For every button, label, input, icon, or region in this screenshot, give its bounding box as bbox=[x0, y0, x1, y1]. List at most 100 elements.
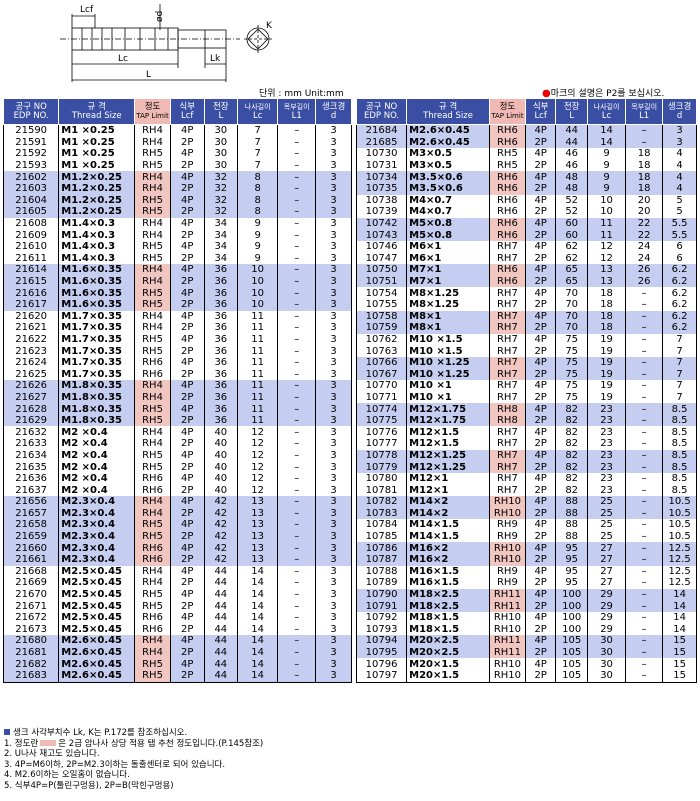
cell-lc: 14 bbox=[237, 669, 279, 683]
cell-len: 42 bbox=[203, 542, 239, 554]
cell-edp: 21621 bbox=[2, 322, 60, 334]
table-row: 21668 M2.5×0.45 RH4 4P 44 14–3 bbox=[2, 565, 352, 578]
cell-thread: M1.8×0.35 bbox=[58, 414, 136, 427]
cell-thread: M3×0.5 bbox=[406, 148, 490, 160]
cell-l1: – bbox=[277, 530, 317, 543]
cell-lim: RH7 bbox=[488, 287, 526, 299]
cell-l1: – bbox=[277, 194, 317, 207]
table-row: 10747 M6×1 RH7 2P 62 12 24 6 bbox=[355, 252, 697, 265]
cell-len: 70 bbox=[555, 298, 588, 311]
cell-len: 75 bbox=[555, 333, 588, 346]
cell-lim: RH6 bbox=[488, 229, 526, 241]
cell-edp: 21680 bbox=[2, 635, 60, 647]
table-row: 21633 M2 ×0.4 RH4 2P 40 12–3 bbox=[2, 438, 352, 450]
cell-lc: 18 bbox=[586, 310, 627, 323]
cell-type: 2P bbox=[524, 669, 557, 683]
cell-shank: 14 bbox=[662, 611, 697, 624]
cell-type: 2P bbox=[169, 252, 205, 265]
table-row: 10775 M12×1.75 RH8 2P 82 23–8.5 bbox=[355, 414, 697, 427]
cell-edp: 21617 bbox=[2, 298, 60, 311]
cell-thread: M1 ×0.25 bbox=[58, 148, 136, 160]
cell-thread: M1.4×0.3 bbox=[58, 217, 136, 230]
cell-l1: – bbox=[625, 426, 664, 439]
cell-l1: – bbox=[625, 646, 664, 659]
cell-edp: 21629 bbox=[2, 414, 60, 427]
cell-edp: 10787 bbox=[355, 553, 408, 566]
cell-lim: RH6 bbox=[134, 611, 171, 624]
cell-l1: – bbox=[277, 438, 317, 450]
cell-thread: M10 ×1.25 bbox=[406, 356, 490, 369]
cell-len: 30 bbox=[203, 136, 239, 149]
cell-type: 2P bbox=[524, 298, 557, 311]
cell-shank: 7 bbox=[662, 333, 697, 346]
header-type: 식부 Lcf bbox=[524, 98, 557, 125]
table-row: 21632 M2 ×0.4 RH4 4P 40 12–3 bbox=[2, 426, 352, 439]
cell-edp: 10792 bbox=[355, 611, 408, 624]
cell-type: 2P bbox=[524, 484, 557, 496]
cell-len: 105 bbox=[555, 635, 588, 647]
cell-edp: 10770 bbox=[355, 380, 408, 392]
cell-lim: RH4 bbox=[134, 426, 171, 439]
table-row: 21656 M2.3×0.4 RH4 4P 42 13–3 bbox=[2, 496, 352, 508]
cell-type: 4P bbox=[524, 310, 557, 323]
cell-type: 4P bbox=[169, 148, 205, 160]
cell-lim: RH6 bbox=[488, 136, 526, 149]
cell-type: 4P bbox=[169, 611, 205, 624]
cell-thread: M20×2.5 bbox=[406, 635, 490, 647]
cell-lc: 11 bbox=[237, 414, 279, 427]
cell-len: 40 bbox=[203, 472, 239, 485]
cell-l1: 26 bbox=[625, 275, 664, 288]
cell-lim: RH4 bbox=[134, 635, 171, 647]
cell-shank: 3 bbox=[315, 171, 352, 183]
cell-type: 4P bbox=[524, 565, 557, 578]
cell-l1: – bbox=[277, 461, 317, 473]
cell-lc: 8 bbox=[237, 171, 279, 183]
cell-shank: 15 bbox=[662, 646, 697, 659]
cell-shank: 10.5 bbox=[662, 530, 697, 543]
cell-edp: 21637 bbox=[2, 484, 60, 496]
cell-shank: 3 bbox=[315, 391, 352, 404]
cell-lc: 7 bbox=[237, 136, 279, 149]
cell-l1: – bbox=[625, 345, 664, 357]
cell-shank: 3 bbox=[315, 646, 352, 659]
cell-lim: RH6 bbox=[134, 472, 171, 485]
cell-shank: 3 bbox=[315, 461, 352, 473]
table-row: 21614 M1.6×0.35 RH4 4P 36 10–3 bbox=[2, 264, 352, 276]
cell-l1: – bbox=[277, 380, 317, 392]
cell-shank: 3 bbox=[662, 124, 697, 137]
cell-lc: 10 bbox=[237, 275, 279, 288]
cell-type: 2P bbox=[524, 600, 557, 612]
cell-l1: – bbox=[277, 171, 317, 183]
table-row: 21636 M2 ×0.4 RH6 4P 40 12–3 bbox=[2, 472, 352, 485]
cell-shank: 3 bbox=[315, 206, 352, 218]
table-row: 21627 M1.8×0.35 RH4 2P 36 11–3 bbox=[2, 391, 352, 404]
cell-len: 82 bbox=[555, 449, 588, 462]
cell-lc: 23 bbox=[586, 484, 627, 496]
cell-thread: M6×1 bbox=[406, 252, 490, 265]
cell-edp: 10734 bbox=[355, 171, 408, 183]
cell-l1: – bbox=[277, 182, 317, 195]
cell-lc: 13 bbox=[237, 496, 279, 508]
cell-len: 36 bbox=[203, 345, 239, 357]
cell-lim: RH7 bbox=[488, 438, 526, 450]
cell-lim: RH5 bbox=[134, 519, 171, 531]
cell-thread: M1.6×0.35 bbox=[58, 287, 136, 299]
cell-len: 32 bbox=[203, 206, 239, 218]
table-row: 21684 M2.6×0.45 RH6 4P 44 14–3 bbox=[355, 124, 697, 137]
cell-shank: 6 bbox=[662, 240, 697, 253]
table-row: 21620 M1.7×0.35 RH4 4P 36 11–3 bbox=[2, 310, 352, 323]
cell-type: 4P bbox=[169, 356, 205, 369]
cell-lim: RH7 bbox=[488, 472, 526, 485]
cell-lim: RH10 bbox=[488, 553, 526, 566]
spec-table-left: 공구 NO EDP NO. 규 격 Thread Size 정도 TAP Limit … bbox=[2, 98, 352, 683]
cell-lim: RH6 bbox=[134, 542, 171, 554]
tap-dimension-diagram: Lcf ød Lc Lk L K bbox=[60, 4, 273, 82]
cell-type: 4P bbox=[524, 194, 557, 207]
cell-type: 4P bbox=[524, 519, 557, 531]
cell-shank: 3 bbox=[315, 229, 352, 241]
cell-type: 4P bbox=[524, 217, 557, 230]
table-row: 21626 M1.8×0.35 RH4 4P 36 11–3 bbox=[2, 380, 352, 392]
cell-lc: 23 bbox=[586, 414, 627, 427]
cell-l1: – bbox=[277, 426, 317, 439]
cell-edp: 21660 bbox=[2, 542, 60, 554]
